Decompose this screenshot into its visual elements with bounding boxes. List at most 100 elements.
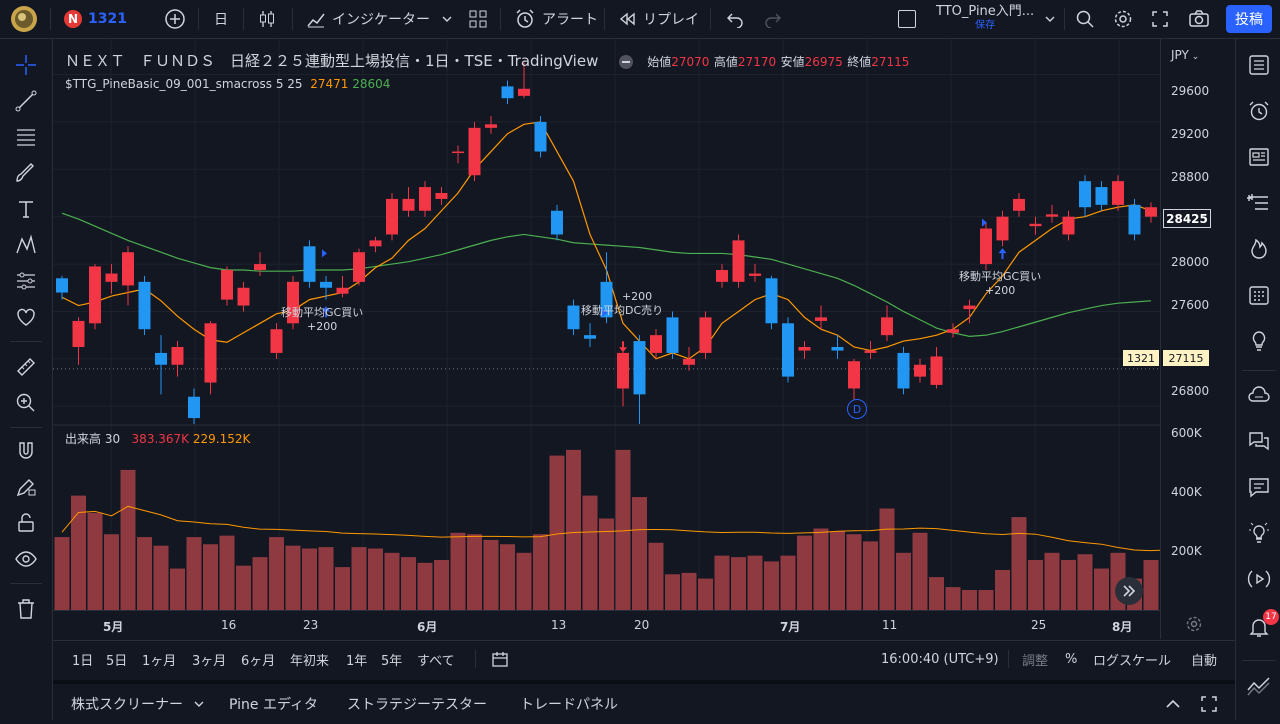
volume-ma-line — [61, 505, 1160, 552]
range-3m[interactable]: 3ヶ月 — [192, 653, 227, 669]
lock-icon — [18, 513, 34, 532]
redo-button[interactable] — [764, 0, 782, 38]
dividend-marker[interactable]: D — [847, 399, 867, 419]
range-1d[interactable]: 1日 — [72, 653, 94, 669]
gear-icon — [1186, 616, 1202, 632]
templates-button[interactable] — [468, 0, 488, 38]
log-scale-toggle[interactable]: ログスケール — [1093, 653, 1172, 669]
indicator-legend[interactable]: $TTG_PineBasic_09_001_smacross 5 25 2747… — [65, 77, 390, 91]
auto-scale-toggle[interactable]: 自動 — [1191, 653, 1218, 669]
market-pulse-button[interactable] — [1244, 670, 1274, 700]
publish-button[interactable]: 投稿 — [1226, 5, 1272, 33]
private-chats-button[interactable] — [1244, 472, 1274, 502]
collapse-panel-button[interactable] — [1164, 684, 1182, 724]
text-tool[interactable] — [12, 195, 40, 223]
hotlists-button[interactable] — [1244, 234, 1274, 264]
compare-add-button[interactable] — [164, 0, 186, 38]
volume-bar — [747, 555, 763, 610]
lock-drawing-tool[interactable] — [12, 473, 40, 501]
tab-strategy-tester[interactable]: ストラテジーテスター — [347, 697, 487, 713]
watchlist-button[interactable] — [1244, 50, 1274, 80]
chart-type-button[interactable] — [257, 0, 277, 38]
magnet-tool[interactable] — [12, 437, 40, 465]
indicators-button[interactable]: インジケーター — [306, 0, 430, 38]
currency-select[interactable]: JPY ⌄ — [1171, 48, 1200, 62]
gc-buy-label: 移動平均GC買い — [959, 270, 1042, 283]
news-button[interactable] — [1244, 142, 1274, 172]
range-1y[interactable]: 1年 — [346, 653, 368, 669]
time-tick: 23 — [303, 618, 319, 632]
tab-trading-panel[interactable]: トレードパネル — [520, 697, 618, 713]
range-6m[interactable]: 6ヶ月 — [241, 653, 276, 669]
alert-button[interactable]: アラート — [514, 0, 598, 38]
notifications-button[interactable]: 17 — [1244, 609, 1279, 642]
time-tick: 25 — [1031, 618, 1047, 632]
search-button[interactable] — [1075, 0, 1095, 38]
scroll-to-realtime-button[interactable] — [1115, 577, 1143, 605]
fullscreen-button[interactable] — [1151, 0, 1169, 38]
crosshair-tool[interactable] — [12, 51, 40, 79]
replay-button[interactable]: リプレイ — [617, 0, 699, 38]
candle-body — [617, 352, 629, 389]
price-axis[interactable]: JPY ⌄ 29600 29200 28800 28000 27600 2680… — [1123, 39, 1236, 639]
range-5y[interactable]: 5年 — [381, 653, 403, 669]
pattern-tool[interactable] — [12, 231, 40, 259]
idea-stream-button[interactable] — [1244, 518, 1274, 548]
alerts-button[interactable] — [1244, 96, 1274, 126]
ohlc-close-label: 終値 — [847, 55, 872, 69]
trendline-tool[interactable] — [12, 87, 40, 115]
volume-bar — [549, 455, 565, 610]
undo-button[interactable] — [726, 0, 744, 38]
goto-date-button[interactable] — [491, 641, 509, 677]
calendar-button[interactable] — [1244, 280, 1274, 310]
chats-button[interactable] — [1244, 380, 1274, 410]
interval-button[interactable]: 日 — [214, 12, 228, 28]
volume-bar — [434, 559, 449, 610]
chart-pane[interactable]: ＮＥＸＴ ＦＵＮＤＳ 日経２２５連動型上場投信・1日・TSE・TradingVi… — [53, 39, 1235, 639]
price-chart[interactable] — [53, 39, 1160, 639]
brush-tool[interactable] — [12, 159, 40, 187]
volume-bar — [846, 534, 862, 610]
range-1m[interactable]: 1ヶ月 — [142, 653, 177, 669]
hide-drawings-tool[interactable] — [12, 545, 40, 573]
ideas-button[interactable] — [1244, 326, 1274, 356]
tab-screener[interactable]: 株式スクリーナー — [71, 684, 205, 724]
range-5d[interactable]: 5日 — [106, 653, 128, 669]
snapshot-button[interactable] — [1188, 0, 1210, 38]
symbol-search-button[interactable]: N 1321 — [64, 0, 127, 38]
indicators-dropdown[interactable] — [441, 0, 453, 38]
public-chats-button[interactable] — [1244, 426, 1274, 456]
user-avatar[interactable] — [10, 0, 38, 38]
percent-toggle[interactable]: % — [1065, 651, 1078, 667]
adjust-toggle[interactable]: 調整 — [1022, 653, 1049, 669]
axis-settings-button[interactable] — [1185, 615, 1203, 637]
layout-name: TTO_Pine入門... — [936, 4, 1035, 19]
candle-body — [683, 358, 695, 365]
range-ytd[interactable]: 年初来 — [290, 653, 330, 669]
symbol-title[interactable]: ＮＥＸＴ ＦＵＮＤＳ 日経２２５連動型上場投信・1日・TSE・TradingVi… — [65, 52, 599, 70]
volume-bar — [929, 577, 944, 610]
streams-button[interactable] — [1244, 564, 1274, 594]
candle-body — [930, 356, 943, 385]
legend-minus-icon[interactable] — [618, 55, 633, 69]
range-all[interactable]: すべて — [417, 653, 455, 669]
maximize-panel-button[interactable] — [1200, 684, 1218, 724]
time-axis[interactable]: 5月 16 23 6月 13 20 7月 11 25 8月 — [53, 610, 1160, 640]
chevron-down-icon — [442, 16, 452, 22]
ma-slow-value: 28604 — [352, 77, 391, 91]
fib-tool[interactable] — [12, 123, 40, 151]
volume-legend[interactable]: 出来高 30 383.367K 229.152K — [65, 430, 250, 447]
measure-tool[interactable] — [12, 353, 40, 381]
volume-bar — [698, 578, 713, 610]
remove-drawings-tool[interactable] — [12, 595, 40, 623]
shapes-tool[interactable] — [12, 303, 40, 331]
zoom-tool[interactable] — [12, 389, 40, 417]
settings-button[interactable] — [1113, 0, 1133, 38]
tab-pine-editor[interactable]: Pine エディタ — [229, 697, 318, 713]
lock-all-tool[interactable] — [12, 509, 40, 537]
volume-bar — [648, 542, 664, 610]
clock-readout[interactable]: 16:00:40 (UTC+9) — [881, 651, 999, 667]
prediction-tool[interactable] — [12, 267, 40, 295]
layout-select[interactable]: TTO_Pine入門... 保存 — [898, 0, 1056, 38]
data-window-button[interactable] — [1244, 188, 1274, 218]
